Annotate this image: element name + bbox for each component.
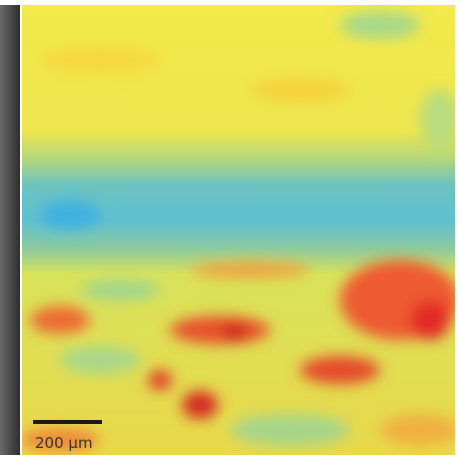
side-strip xyxy=(0,5,20,455)
blob xyxy=(340,11,420,39)
blob xyxy=(223,324,247,340)
blob xyxy=(170,316,270,344)
blob xyxy=(30,306,90,334)
blob xyxy=(60,346,140,374)
blob xyxy=(410,300,450,340)
blob xyxy=(190,262,310,278)
blob xyxy=(300,356,380,384)
blob xyxy=(250,78,350,102)
blob xyxy=(40,46,160,74)
blob xyxy=(80,280,160,300)
blob xyxy=(40,201,100,229)
blob xyxy=(420,90,460,150)
blob xyxy=(148,370,172,390)
page: 200 µm (() => { const data = JSON.parse(… xyxy=(0,0,461,460)
micrograph: 200 µm xyxy=(0,0,461,460)
scale-bar-label: 200 µm xyxy=(35,434,93,452)
blob xyxy=(182,391,218,419)
blob xyxy=(230,414,350,446)
blob xyxy=(380,414,460,446)
